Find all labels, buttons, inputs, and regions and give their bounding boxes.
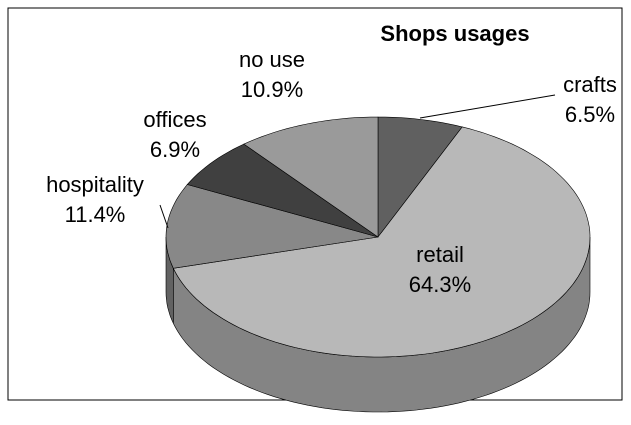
slice-label: no use — [239, 47, 305, 72]
slice-label: hospitality — [46, 172, 144, 197]
slice-label: offices — [143, 107, 206, 132]
pie-slice — [186, 143, 379, 238]
slice-label: crafts — [563, 72, 617, 97]
slice-value-label: 64.3% — [409, 272, 471, 297]
slice-value-label: 6.5% — [565, 102, 615, 127]
slice-label: retail — [416, 242, 464, 267]
slice-value-label: 6.9% — [150, 137, 200, 162]
slice-value-label: 11.4% — [65, 202, 126, 227]
pie-slice — [243, 116, 379, 238]
slice-value-label: 10.9% — [241, 77, 303, 102]
pie-slice — [377, 116, 463, 238]
chart-title: Shops usages — [380, 21, 529, 46]
leader-line — [419, 94, 556, 119]
leader-line — [159, 204, 169, 229]
pie-slice — [172, 126, 591, 358]
